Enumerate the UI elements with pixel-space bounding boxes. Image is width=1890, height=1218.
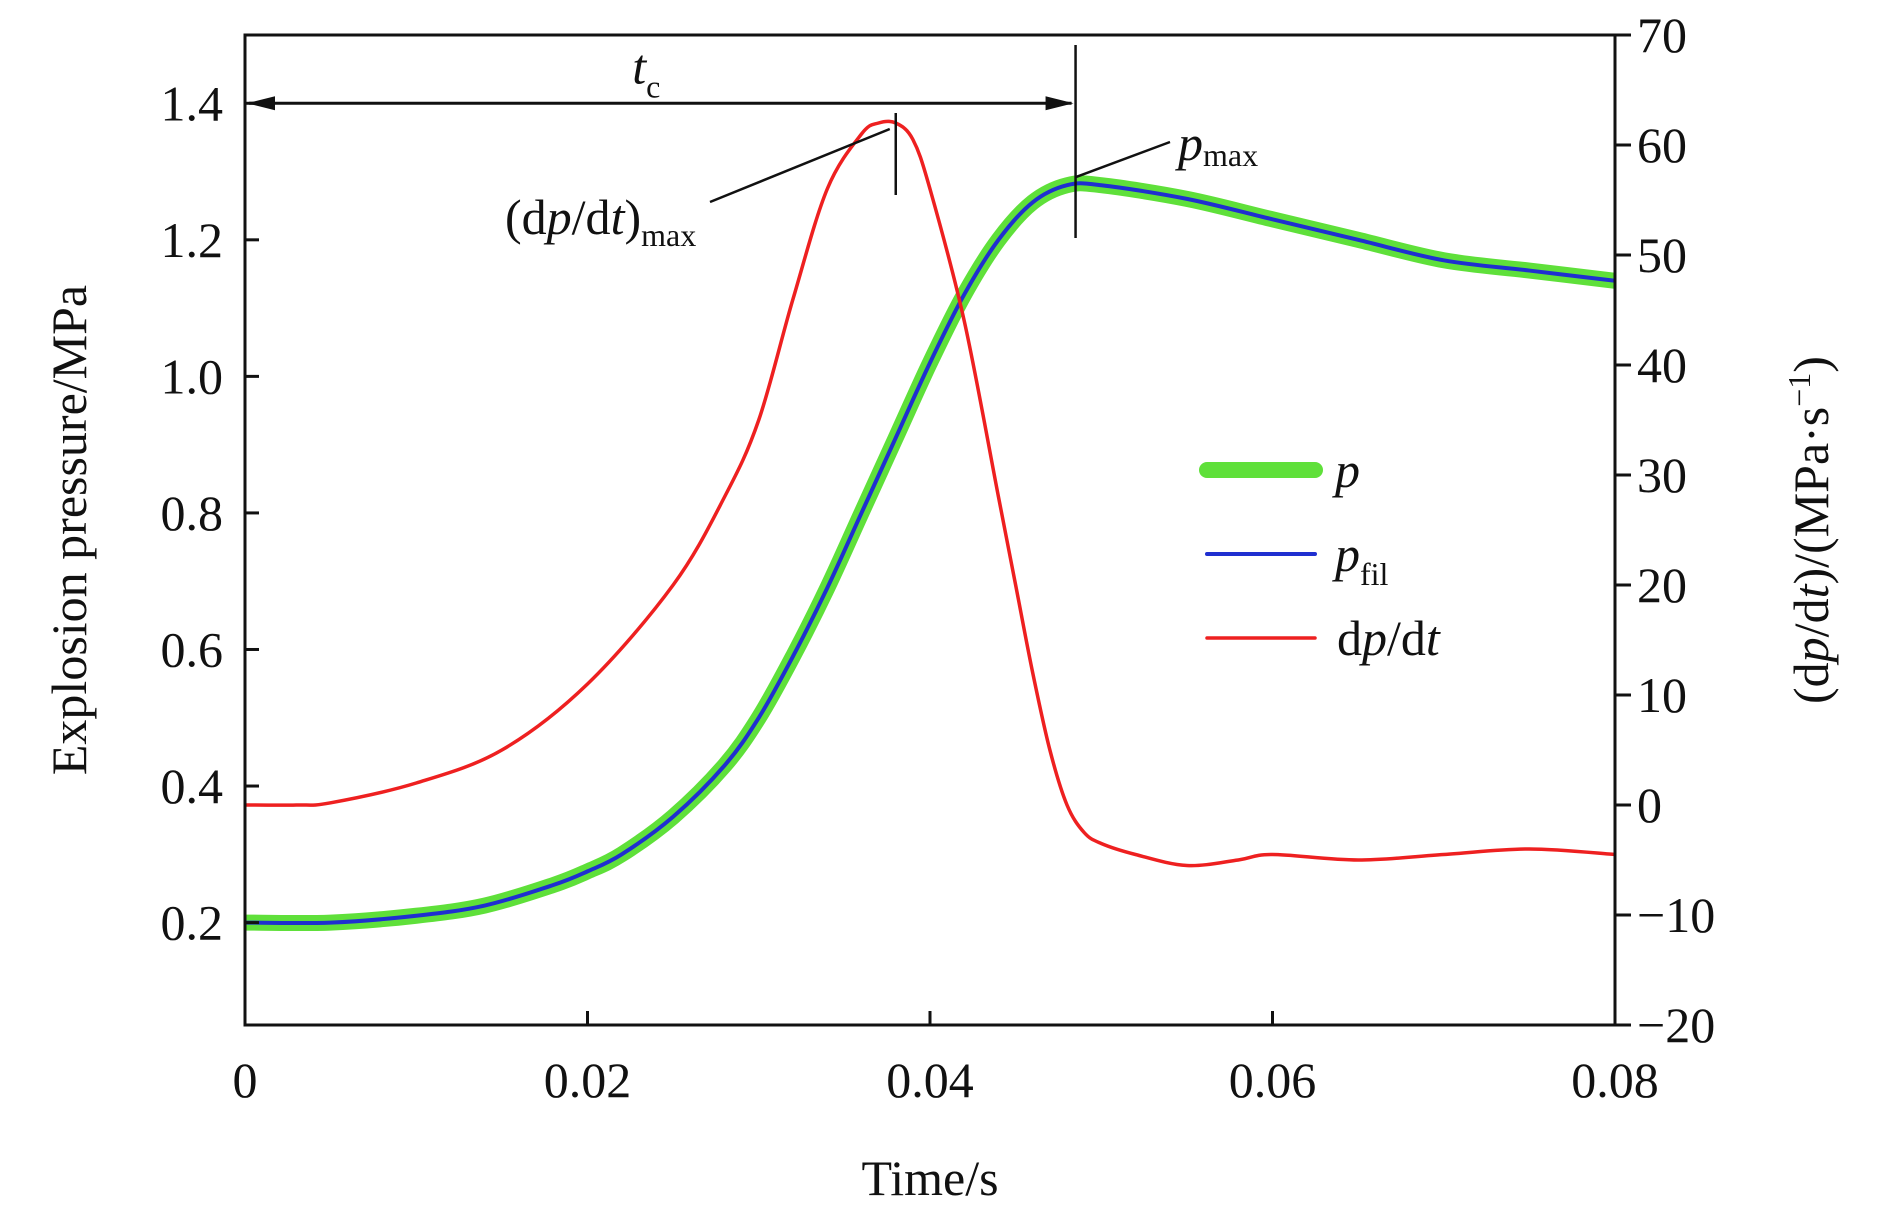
right-y-tick-label: 50 <box>1637 227 1687 283</box>
right-y-tick-label: −20 <box>1637 997 1715 1053</box>
right-y-axis-title: (dp/dt)/(MPa·s−1) <box>1781 356 1839 704</box>
right-y-tick-label: 70 <box>1637 7 1687 63</box>
dpdt-max-label: (dp/dt)max <box>505 189 696 253</box>
series-line-dp-dt <box>245 119 1615 868</box>
tc-label: tc <box>632 38 660 104</box>
x-tick-label: 0 <box>233 1052 258 1108</box>
x-tick-label: 0.08 <box>1571 1052 1659 1108</box>
left-y-tick-label: 1.0 <box>161 348 224 404</box>
legend-label: pfil <box>1332 526 1389 592</box>
series-layer <box>245 119 1615 932</box>
tc-arrowhead-right <box>1045 96 1074 111</box>
right-y-tick-label: 10 <box>1637 667 1687 723</box>
annotation-layer: tc pmax (dp/dt)max <box>247 38 1258 253</box>
x-tick-label: 0.02 <box>544 1052 632 1108</box>
right-y-tick-label: 0 <box>1637 777 1662 833</box>
left-y-axis-ticks: 0.2 0.4 0.6 0.8 1.0 1.2 1.4 <box>161 75 259 951</box>
right-y-tick-label: 60 <box>1637 117 1687 173</box>
right-y-tick-label: 20 <box>1637 557 1687 613</box>
series-line-p-fil <box>245 181 1615 926</box>
x-axis-title: Time/s <box>861 1150 998 1206</box>
legend-label: dp/dt <box>1337 610 1441 666</box>
right-y-axis-ticks: −20 −10 0 10 20 30 40 50 60 70 <box>1615 7 1715 1053</box>
left-y-tick-label: 1.4 <box>161 75 224 131</box>
pmax-label: pmax <box>1175 115 1258 173</box>
x-tick-label: 0.04 <box>886 1052 974 1108</box>
legend-label: p <box>1332 442 1360 498</box>
right-y-tick-label: 40 <box>1637 337 1687 393</box>
legend: p pfil dp/dt <box>1199 442 1441 666</box>
left-y-tick-label: 0.6 <box>161 621 224 677</box>
x-tick-label: 0.06 <box>1229 1052 1317 1108</box>
series-line-p <box>245 175 1615 932</box>
right-y-tick-label: 30 <box>1637 447 1687 503</box>
left-y-tick-label: 0.4 <box>161 758 224 814</box>
pmax-leader-line <box>1075 140 1171 179</box>
left-y-tick-label: 0.8 <box>161 485 224 541</box>
right-y-tick-label: −10 <box>1637 887 1715 943</box>
tc-arrowhead-left <box>247 96 275 111</box>
left-y-axis-title: Explosion pressure/MPa <box>41 285 97 775</box>
x-axis-ticks: 0 0.02 0.04 0.06 0.08 <box>233 1011 1659 1108</box>
dpdt-max-leader-line <box>709 127 891 204</box>
left-y-tick-label: 0.2 <box>161 895 224 951</box>
left-y-tick-label: 1.2 <box>161 212 224 268</box>
